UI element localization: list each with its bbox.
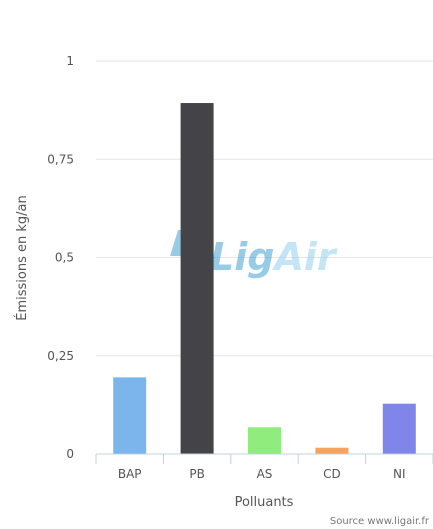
bar-cd[interactable] xyxy=(315,447,349,454)
y-tick-label: 0,5 xyxy=(55,251,74,265)
x-tick-label: PB xyxy=(189,467,204,481)
bar-pb[interactable] xyxy=(180,103,214,455)
bar-ni[interactable] xyxy=(382,403,416,454)
x-tick-label: BAP xyxy=(118,467,142,481)
bars xyxy=(113,103,416,455)
y-axis-ticks: 0 0,25 0,5 0,75 1 xyxy=(47,54,74,461)
y-tick-label: 0,75 xyxy=(47,152,74,166)
logo-air: Air xyxy=(271,235,337,279)
x-axis-title: Polluants xyxy=(235,495,294,510)
x-axis xyxy=(95,453,433,464)
source-credit: Source www.ligair.fr xyxy=(330,516,430,527)
y-tick-label: 0 xyxy=(66,447,74,461)
x-tick-label: NI xyxy=(393,467,406,481)
x-tick-label: AS xyxy=(257,467,273,481)
y-tick-label: 1 xyxy=(66,54,74,68)
bar-bap[interactable] xyxy=(113,377,147,454)
x-tick-label: CD xyxy=(323,467,341,481)
bar-as[interactable] xyxy=(248,427,281,454)
x-axis-ticks: BAP PB AS CD NI xyxy=(118,467,406,481)
y-axis-title: Émissions en kg/an xyxy=(14,195,30,320)
y-tick-label: 0,25 xyxy=(47,349,74,363)
gridlines xyxy=(96,60,433,357)
logo-lig: Lig xyxy=(210,235,274,279)
logo-text: LigAir xyxy=(210,235,338,279)
